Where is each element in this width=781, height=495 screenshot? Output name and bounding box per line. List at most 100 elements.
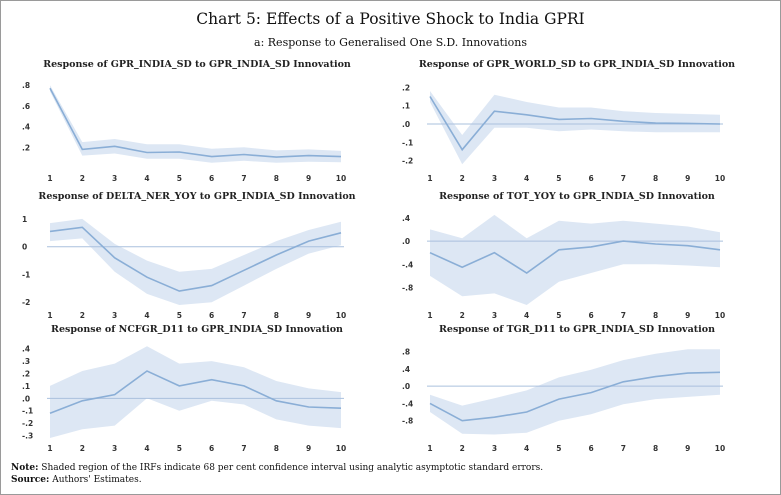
x-tick-label: 8 bbox=[274, 174, 279, 183]
y-tick-label: -.2 bbox=[22, 419, 33, 428]
x-tick-label: 7 bbox=[241, 174, 246, 183]
irf-panel-1: Response of GPR_INDIA_SD to GPR_INDIA_SD… bbox=[22, 59, 351, 183]
x-tick-label: 5 bbox=[556, 311, 561, 320]
x-tick-label: 4 bbox=[524, 174, 529, 183]
panel-title: Response of TGR_D11 to GPR_INDIA_SD Inno… bbox=[439, 324, 715, 335]
x-tick-label: 3 bbox=[492, 311, 497, 320]
y-tick-label: -.2 bbox=[402, 157, 413, 166]
x-tick-label: 7 bbox=[621, 311, 626, 320]
source-text: Authors' Estimates. bbox=[49, 475, 142, 485]
x-tick-label: 3 bbox=[492, 444, 497, 453]
x-tick-label: 6 bbox=[209, 444, 214, 453]
panel-title: Response of NCFGR_D11 to GPR_INDIA_SD In… bbox=[51, 324, 343, 335]
y-tick-label: -.4 bbox=[402, 260, 413, 269]
x-tick-label: 4 bbox=[144, 311, 149, 320]
y-tick-label: 1 bbox=[22, 215, 27, 224]
x-tick-label: 5 bbox=[177, 311, 182, 320]
x-tick-label: 3 bbox=[112, 444, 117, 453]
y-tick-label: .2 bbox=[402, 83, 410, 92]
y-tick-label: .2 bbox=[22, 143, 30, 152]
y-tick-label: .4 bbox=[22, 123, 30, 132]
y-tick-label: .0 bbox=[402, 382, 410, 391]
x-tick-label: 5 bbox=[177, 174, 182, 183]
confidence-band bbox=[50, 346, 341, 438]
x-tick-label: 10 bbox=[715, 174, 725, 183]
source-label: Source: bbox=[11, 475, 50, 485]
response-line bbox=[429, 96, 721, 152]
irf-panel-2: Response of GPR_WORLD_SD to GPR_INDIA_SD… bbox=[402, 59, 735, 183]
y-tick-label: .2 bbox=[22, 370, 30, 379]
x-tick-label: 10 bbox=[715, 311, 725, 320]
x-tick-label: 1 bbox=[47, 174, 52, 183]
x-tick-label: 9 bbox=[306, 444, 311, 453]
x-tick-label: 4 bbox=[524, 311, 529, 320]
x-tick-label: 7 bbox=[241, 444, 246, 453]
x-tick-label: 3 bbox=[112, 174, 117, 183]
x-tick-label: 10 bbox=[336, 444, 346, 453]
x-tick-label: 3 bbox=[112, 311, 117, 320]
note-text: Shaded region of the IRFs indicate 68 pe… bbox=[38, 463, 544, 473]
chart-subtitle: a: Response to Generalised One S.D. Inno… bbox=[254, 36, 527, 49]
x-tick-label: 2 bbox=[460, 174, 465, 183]
confidence-band bbox=[430, 214, 720, 305]
y-tick-label: .0 bbox=[402, 120, 410, 129]
x-tick-label: 5 bbox=[177, 444, 182, 453]
note-label: Note: bbox=[11, 463, 39, 473]
x-tick-label: 8 bbox=[653, 311, 658, 320]
x-tick-label: 5 bbox=[556, 174, 561, 183]
x-tick-label: 9 bbox=[685, 174, 690, 183]
irf-panel-4: Response of TOT_YOY to GPR_INDIA_SD Inno… bbox=[402, 191, 725, 320]
x-tick-label: 2 bbox=[460, 311, 465, 320]
x-tick-label: 6 bbox=[209, 174, 214, 183]
y-tick-label: -.1 bbox=[22, 407, 33, 416]
x-tick-label: 5 bbox=[556, 444, 561, 453]
x-tick-label: 7 bbox=[621, 444, 626, 453]
y-tick-label: 0 bbox=[22, 243, 27, 252]
y-tick-label: -.1 bbox=[402, 138, 413, 147]
chart-footer: Note: Shaded region of the IRFs indicate… bbox=[11, 462, 543, 486]
x-tick-label: 2 bbox=[80, 444, 85, 453]
x-tick-label: 2 bbox=[460, 444, 465, 453]
y-tick-label: .1 bbox=[402, 102, 410, 111]
response-line bbox=[49, 226, 342, 292]
x-tick-label: 6 bbox=[589, 444, 594, 453]
source-line: Source: Authors' Estimates. bbox=[11, 474, 543, 486]
x-tick-label: 9 bbox=[685, 311, 690, 320]
irf-panel-5: Response of NCFGR_D11 to GPR_INDIA_SD In… bbox=[22, 324, 346, 453]
x-tick-label: 8 bbox=[274, 444, 279, 453]
x-tick-label: 8 bbox=[653, 174, 658, 183]
y-tick-label: -.4 bbox=[402, 399, 413, 408]
panel-title: Response of DELTA_NER_YOY to GPR_INDIA_S… bbox=[38, 191, 355, 202]
note-line: Note: Shaded region of the IRFs indicate… bbox=[11, 462, 543, 474]
x-tick-label: 9 bbox=[306, 174, 311, 183]
x-tick-label: 10 bbox=[715, 444, 725, 453]
x-tick-label: 8 bbox=[274, 311, 279, 320]
x-tick-label: 7 bbox=[241, 311, 246, 320]
confidence-band bbox=[430, 349, 720, 435]
x-tick-label: 9 bbox=[306, 311, 311, 320]
x-tick-label: 1 bbox=[47, 311, 52, 320]
x-tick-label: 7 bbox=[621, 174, 626, 183]
y-tick-label: -.8 bbox=[402, 417, 413, 426]
panel-title: Response of GPR_INDIA_SD to GPR_INDIA_SD… bbox=[43, 59, 351, 70]
y-tick-label: -1 bbox=[22, 270, 30, 279]
response-line bbox=[49, 370, 342, 414]
y-tick-label: -.3 bbox=[22, 432, 33, 441]
x-tick-label: 6 bbox=[589, 311, 594, 320]
x-tick-label: 2 bbox=[80, 174, 85, 183]
y-tick-label: .3 bbox=[22, 357, 30, 366]
response-line bbox=[49, 87, 342, 158]
confidence-band bbox=[430, 91, 720, 165]
y-tick-label: .0 bbox=[22, 394, 30, 403]
x-tick-label: 4 bbox=[144, 444, 149, 453]
x-tick-label: 10 bbox=[336, 311, 346, 320]
x-tick-label: 8 bbox=[653, 444, 658, 453]
y-tick-label: .1 bbox=[22, 382, 30, 391]
response-line bbox=[429, 371, 721, 422]
x-tick-label: 2 bbox=[80, 311, 85, 320]
x-tick-label: 4 bbox=[524, 444, 529, 453]
x-tick-label: 6 bbox=[209, 311, 214, 320]
x-tick-label: 10 bbox=[336, 174, 346, 183]
y-tick-label: .4 bbox=[402, 214, 410, 223]
